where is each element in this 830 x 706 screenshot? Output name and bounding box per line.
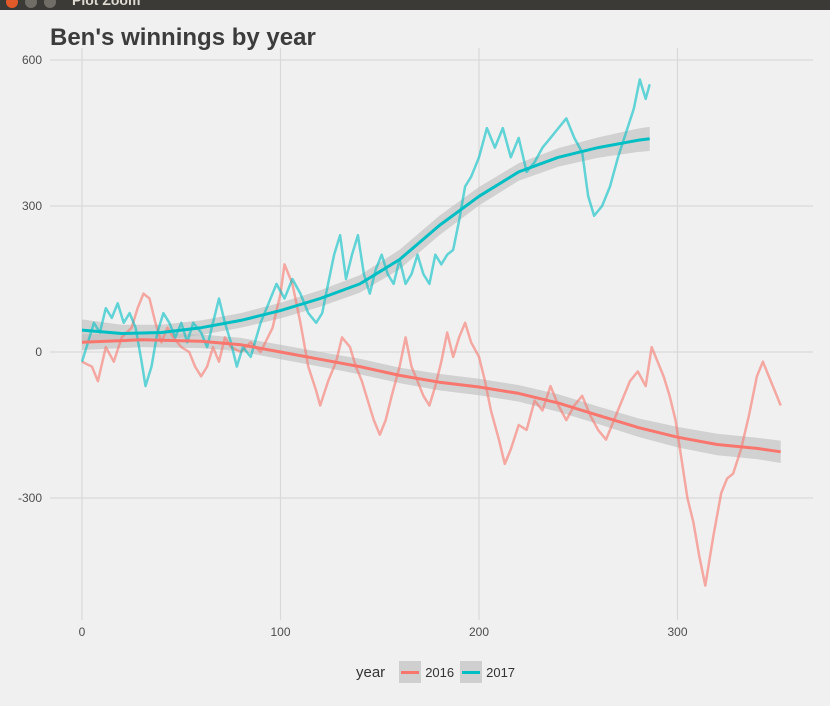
y-tick-label: 0: [35, 345, 42, 359]
y-tick-label: 300: [22, 199, 42, 213]
confidence-bands: [82, 126, 781, 463]
tick-labels: 0 100 200 300 600 300 0 -300: [18, 53, 688, 639]
chart-title: Ben's winnings by year: [50, 24, 316, 51]
x-tick-label: 300: [667, 625, 687, 639]
legend-title: year: [356, 663, 386, 681]
smooth-line-2016: [81, 338, 781, 454]
close-window-button[interactable]: [6, 0, 18, 8]
legend-label-2016: 2016: [425, 664, 455, 680]
raw-series-lines: [80, 78, 782, 587]
confidence-band-2016: [82, 332, 781, 463]
y-tick-label: -300: [18, 491, 42, 505]
maximize-window-button[interactable]: [44, 0, 56, 8]
legend-label-2017: 2017: [486, 664, 516, 680]
smooth-line-2017: [81, 137, 650, 335]
confidence-band-2017: [82, 126, 650, 343]
x-tick-label: 200: [469, 625, 489, 639]
raw-line-2017: [80, 78, 651, 388]
smoothed-lines: [81, 137, 781, 454]
window-titlebar: Plot Zoom: [0, 0, 830, 10]
raw-line-2016: [81, 263, 782, 587]
minimize-window-button[interactable]: [25, 0, 37, 8]
y-tick-label: 600: [22, 53, 42, 67]
legend: year 2016 2017: [356, 660, 521, 684]
x-tick-label: 0: [79, 625, 86, 639]
x-tick-label: 100: [270, 625, 290, 639]
legend-key-2017: [460, 661, 483, 683]
legend-key-2016: [399, 661, 422, 683]
window-title: Plot Zoom: [72, 0, 141, 8]
